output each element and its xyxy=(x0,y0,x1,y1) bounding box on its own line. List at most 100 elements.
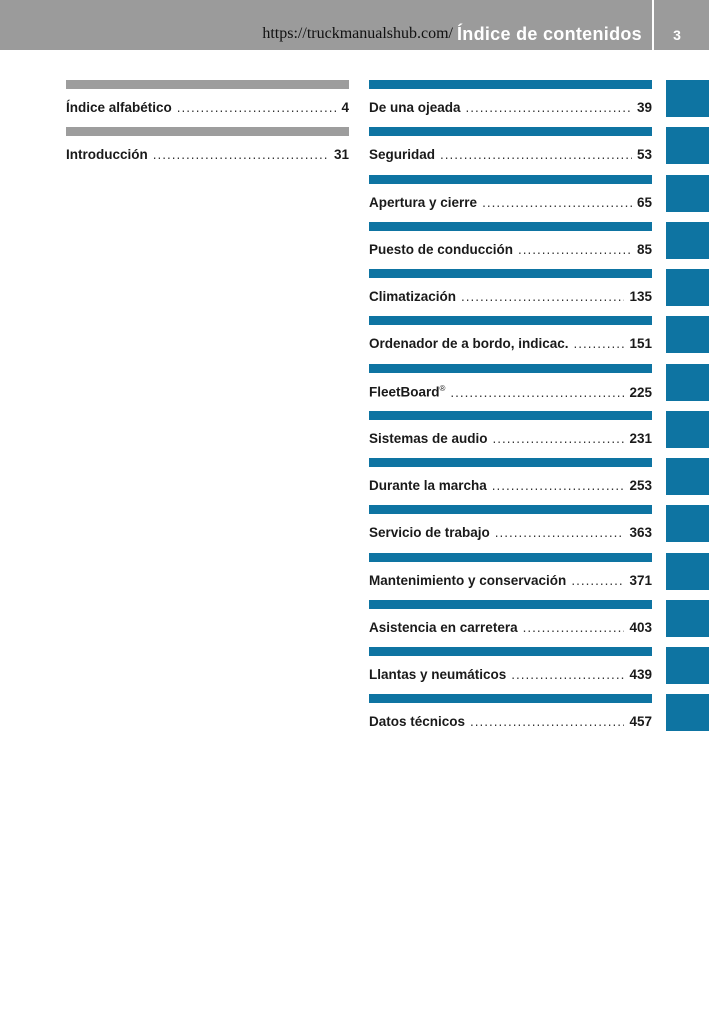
leader-dots xyxy=(571,573,624,588)
thumb-tab-durante-la-marcha[interactable] xyxy=(666,458,709,495)
section-bar xyxy=(369,647,652,656)
toc-entry-ordenador-de-a-bordo[interactable]: Ordenador de a bordo, indicac. 151 xyxy=(369,316,652,361)
section-bar xyxy=(369,411,652,420)
toc-entry-llantas-y-neumaticos[interactable]: Llantas y neumáticos 439 xyxy=(369,647,652,692)
toc-entry-label: Seguridad xyxy=(369,147,436,162)
toc-entry-introduccion[interactable]: Introducción 31 xyxy=(66,127,349,172)
section-bar xyxy=(369,600,652,609)
toc-entry-page: 231 xyxy=(629,431,652,446)
toc-entry-page: 53 xyxy=(636,147,652,162)
toc-entry-page: 253 xyxy=(629,478,652,493)
toc-entry-seguridad[interactable]: Seguridad 53 xyxy=(369,127,652,172)
toc-entry-apertura-y-cierre[interactable]: Apertura y cierre 65 xyxy=(369,175,652,220)
leader-dots xyxy=(518,242,632,257)
toc-entry-label: Ordenador de a bordo, indicac. xyxy=(369,336,569,351)
section-bar xyxy=(369,175,652,184)
section-bar xyxy=(66,80,349,89)
leader-dots xyxy=(461,289,624,304)
leader-dots xyxy=(153,147,329,162)
toc-entry-page: 31 xyxy=(333,147,349,162)
toc-entry-datos-tecnicos[interactable]: Datos técnicos 457 xyxy=(369,694,652,739)
toc-entry-label: Índice alfabético xyxy=(66,100,172,115)
leader-dots xyxy=(450,385,624,400)
thumb-tab-ordenador-de-a-bordo[interactable] xyxy=(666,316,709,353)
toc-entry-page: 363 xyxy=(629,525,652,540)
header-bar: https://truckmanualshub.com/ Índice de c… xyxy=(0,0,709,50)
toc-entry-asistencia-en-carretera[interactable]: Asistencia en carretera 403 xyxy=(369,600,652,645)
thumb-tab-sistemas-de-audio[interactable] xyxy=(666,411,709,448)
toc-entry-label: Llantas y neumáticos xyxy=(369,667,507,682)
thumb-tab-datos-tecnicos[interactable] xyxy=(666,694,709,731)
leader-dots xyxy=(574,336,625,351)
leader-dots xyxy=(523,620,625,635)
thumb-tab-seguridad[interactable] xyxy=(666,127,709,164)
toc-entry-page: 403 xyxy=(629,620,652,635)
leader-dots xyxy=(470,714,624,729)
leader-dots xyxy=(440,147,632,162)
toc-entry-label: Sistemas de audio xyxy=(369,431,488,446)
thumb-tab-puesto-de-conduccion[interactable] xyxy=(666,222,709,259)
thumb-tab-fleetboard[interactable] xyxy=(666,364,709,401)
page-number: 3 xyxy=(673,27,681,43)
toc-entry-page: 151 xyxy=(629,336,652,351)
toc-entry-mantenimiento[interactable]: Mantenimiento y conservación 371 xyxy=(369,553,652,598)
toc-entry-indice-alfabetico[interactable]: Índice alfabético 4 xyxy=(66,80,349,125)
toc-entry-sistemas-de-audio[interactable]: Sistemas de audio 231 xyxy=(369,411,652,456)
leader-dots xyxy=(493,431,625,446)
thumb-tab-apertura-y-cierre[interactable] xyxy=(666,175,709,212)
section-bar xyxy=(369,269,652,278)
section-bar xyxy=(369,222,652,231)
section-bar xyxy=(369,364,652,373)
toc-entry-fleetboard[interactable]: FleetBoard® 225 xyxy=(369,364,652,409)
leader-dots xyxy=(495,525,625,540)
toc-entry-page: 65 xyxy=(636,195,652,210)
toc-entry-de-una-ojeada[interactable]: De una ojeada 39 xyxy=(369,80,652,125)
toc-entry-page: 85 xyxy=(636,242,652,257)
toc-entry-page: 135 xyxy=(629,289,652,304)
toc-entry-puesto-de-conduccion[interactable]: Puesto de conducción 85 xyxy=(369,222,652,267)
toc-entry-label: Introducción xyxy=(66,147,148,162)
page-title: Índice de contenidos xyxy=(456,24,642,44)
leader-dots xyxy=(492,478,625,493)
toc-entry-label: FleetBoard® xyxy=(369,384,445,400)
leader-dots xyxy=(177,100,337,115)
toc-entry-label: Datos técnicos xyxy=(369,714,466,729)
thumb-tab-llantas-y-neumaticos[interactable] xyxy=(666,647,709,684)
section-bar xyxy=(66,127,349,136)
leader-dots xyxy=(482,195,632,210)
toc-entry-label: Durante la marcha xyxy=(369,478,487,493)
leader-dots xyxy=(466,100,632,115)
toc-entry-label: De una ojeada xyxy=(369,100,461,115)
toc-entry-page: 371 xyxy=(629,573,652,588)
toc-entry-label: Apertura y cierre xyxy=(369,195,478,210)
header-url[interactable]: https://truckmanualshub.com/ xyxy=(262,25,453,42)
toc-entry-page: 439 xyxy=(629,667,652,682)
toc-entry-label: Puesto de conducción xyxy=(369,242,514,257)
toc-entry-page: 39 xyxy=(636,100,652,115)
registered-mark: ® xyxy=(439,384,446,393)
toc-entry-label: Servicio de trabajo xyxy=(369,525,490,540)
toc-entry-durante-la-marcha[interactable]: Durante la marcha 253 xyxy=(369,458,652,503)
thumb-tab-de-una-ojeada[interactable] xyxy=(666,80,709,117)
toc-entry-servicio-de-trabajo[interactable]: Servicio de trabajo 363 xyxy=(369,505,652,550)
section-bar xyxy=(369,458,652,467)
toc-entry-page: 457 xyxy=(629,714,652,729)
section-bar xyxy=(369,505,652,514)
section-bar xyxy=(369,80,652,89)
toc-entry-climatizacion[interactable]: Climatización 135 xyxy=(369,269,652,314)
leader-dots xyxy=(511,667,624,682)
toc-entry-label: Mantenimiento y conservación xyxy=(369,573,567,588)
thumb-tab-servicio-de-trabajo[interactable] xyxy=(666,505,709,542)
toc-entry-label: Asistencia en carretera xyxy=(369,620,518,635)
section-bar xyxy=(369,127,652,136)
section-bar xyxy=(369,316,652,325)
thumb-tab-mantenimiento[interactable] xyxy=(666,553,709,590)
thumb-tab-asistencia-en-carretera[interactable] xyxy=(666,600,709,637)
thumb-tab-climatizacion[interactable] xyxy=(666,269,709,306)
toc-entry-label-text: FleetBoard xyxy=(369,384,440,400)
toc-entry-page: 225 xyxy=(629,384,652,400)
section-bar xyxy=(369,553,652,562)
toc-entry-label: Climatización xyxy=(369,289,457,304)
section-bar xyxy=(369,694,652,703)
header-divider xyxy=(652,0,654,50)
